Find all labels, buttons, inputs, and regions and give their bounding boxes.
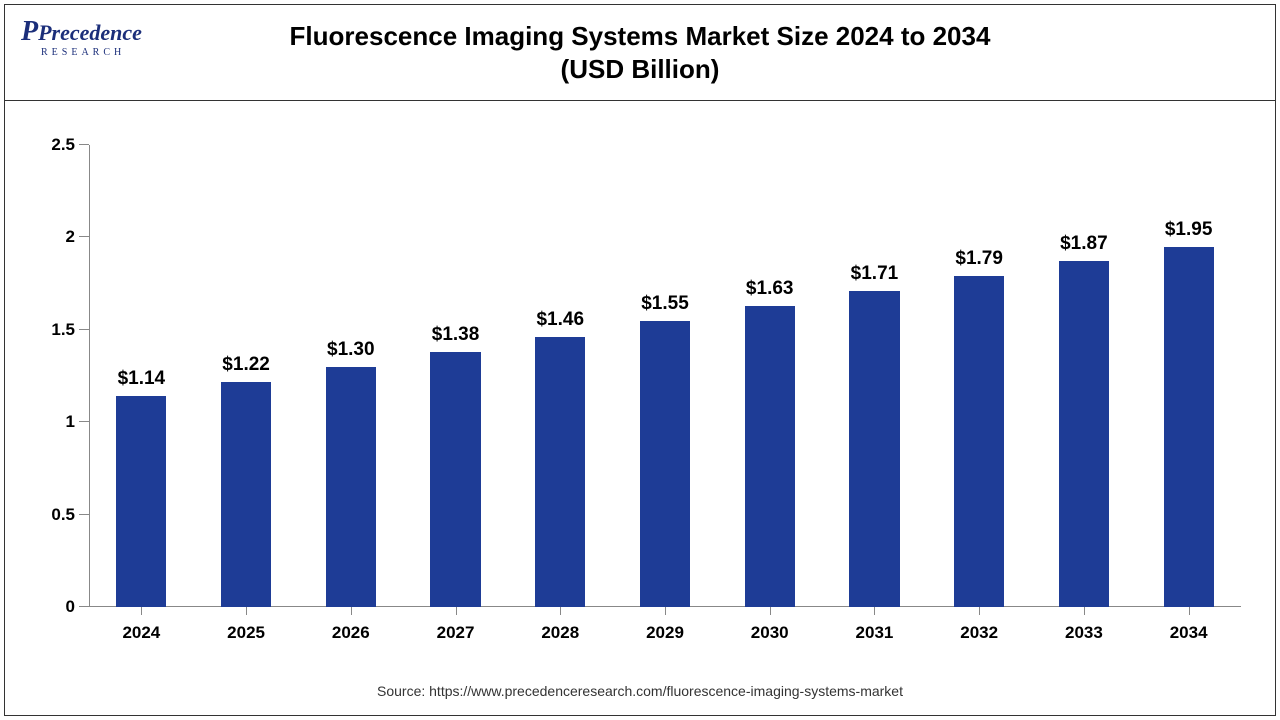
logo-subtext: RESEARCH <box>41 48 142 59</box>
x-tick <box>979 607 980 615</box>
y-axis <box>89 145 90 607</box>
x-tick <box>456 607 457 615</box>
x-tick <box>1189 607 1190 615</box>
y-tick <box>79 329 89 330</box>
bar-value-label: $1.79 <box>955 248 1003 270</box>
bar: $1.95 <box>1164 247 1214 607</box>
bar: $1.30 <box>326 367 376 607</box>
y-tick-label: 2 <box>66 227 75 247</box>
bar-value-label: $1.30 <box>327 339 375 361</box>
logo-text: Precedence <box>38 20 142 45</box>
chart-region: 0 0.5 1 1.5 2 2.5 $1.14 2024 $1.22 2025 $1.30 2026 $… <box>9 105 1271 667</box>
y-tick <box>79 514 89 515</box>
y-tick <box>79 236 89 237</box>
title-line-1: Fluorescence Imaging Systems Market Size… <box>290 20 991 53</box>
bar-value-label: $1.55 <box>641 293 689 315</box>
bar: $1.22 <box>221 382 271 607</box>
chart-container: PPrecedence RESEARCH Fluorescence Imagin… <box>4 4 1276 716</box>
header: PPrecedence RESEARCH Fluorescence Imagin… <box>5 5 1275 101</box>
y-tick <box>79 606 89 607</box>
y-tick-label: 0 <box>66 597 75 617</box>
x-tick-label: 2029 <box>646 623 684 643</box>
bar-value-label: $1.87 <box>1060 233 1108 255</box>
x-tick <box>665 607 666 615</box>
bar-value-label: $1.14 <box>118 368 166 390</box>
bar: $1.87 <box>1059 261 1109 607</box>
x-tick-label: 2034 <box>1170 623 1208 643</box>
x-tick <box>770 607 771 615</box>
chart-title: Fluorescence Imaging Systems Market Size… <box>290 20 991 85</box>
y-tick-label: 0.5 <box>51 505 75 525</box>
y-tick-label: 1.5 <box>51 320 75 340</box>
source-caption: Source: https://www.precedenceresearch.c… <box>5 683 1275 699</box>
bar-value-label: $1.71 <box>851 263 899 285</box>
x-tick-label: 2031 <box>856 623 894 643</box>
x-tick <box>874 607 875 615</box>
title-line-2: (USD Billion) <box>290 53 991 86</box>
bar: $1.79 <box>954 276 1004 607</box>
y-tick <box>79 421 89 422</box>
x-tick <box>141 607 142 615</box>
x-tick-label: 2033 <box>1065 623 1103 643</box>
bar-value-label: $1.38 <box>432 324 480 346</box>
bar: $1.38 <box>430 352 480 607</box>
x-tick-label: 2028 <box>541 623 579 643</box>
x-tick-label: 2026 <box>332 623 370 643</box>
x-tick-label: 2030 <box>751 623 789 643</box>
y-tick-label: 1 <box>66 412 75 432</box>
bar: $1.14 <box>116 396 166 607</box>
bar: $1.71 <box>849 291 899 607</box>
y-tick <box>79 144 89 145</box>
x-tick <box>560 607 561 615</box>
x-tick <box>351 607 352 615</box>
bar-value-label: $1.95 <box>1165 219 1213 241</box>
x-tick <box>246 607 247 615</box>
bar-value-label: $1.46 <box>536 309 584 331</box>
x-tick-label: 2032 <box>960 623 998 643</box>
x-tick <box>1084 607 1085 615</box>
bar-value-label: $1.22 <box>222 354 270 376</box>
plot-area: 00.511.522.5$1.142024$1.222025$1.302026$… <box>89 145 1241 607</box>
bar-value-label: $1.63 <box>746 278 794 300</box>
x-tick-label: 2025 <box>227 623 265 643</box>
brand-logo: PPrecedence RESEARCH <box>21 17 142 59</box>
y-tick-label: 2.5 <box>51 135 75 155</box>
bar: $1.46 <box>535 337 585 607</box>
bar: $1.55 <box>640 321 690 607</box>
x-tick-label: 2027 <box>437 623 475 643</box>
bar: $1.63 <box>745 306 795 607</box>
x-tick-label: 2024 <box>122 623 160 643</box>
